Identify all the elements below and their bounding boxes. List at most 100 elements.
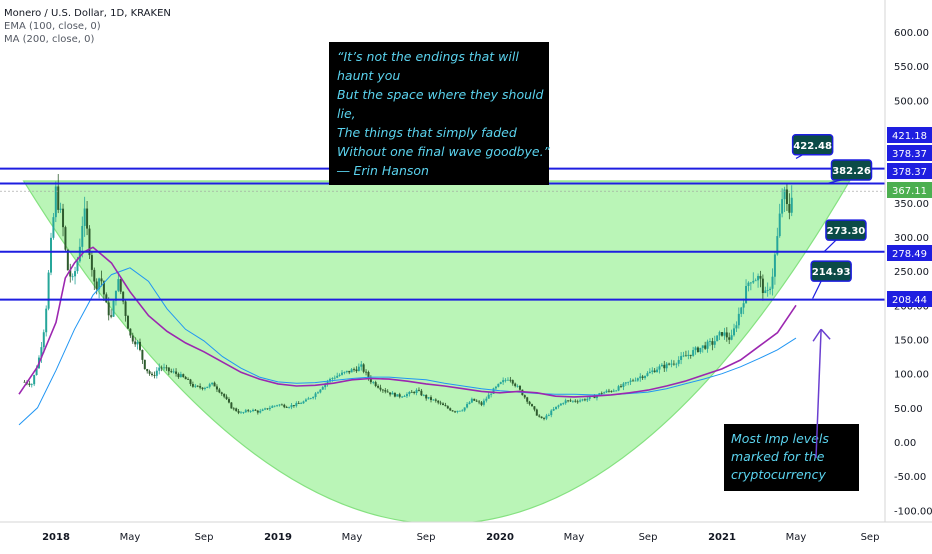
y-tick-label: 300.00 [894, 233, 929, 244]
candle-body [559, 403, 562, 406]
candle-body [653, 370, 656, 373]
candle-body [312, 396, 315, 399]
candle-body [324, 383, 327, 388]
candle-body [754, 280, 757, 282]
candle-body [235, 408, 238, 412]
candle-body [90, 255, 93, 270]
price-tag [887, 182, 932, 198]
candle-body [223, 393, 226, 397]
candle-body [689, 354, 692, 356]
candle-body [516, 386, 519, 387]
candle-body [377, 385, 380, 388]
candle-body [146, 369, 149, 372]
candle-body [451, 410, 454, 412]
candle-body [33, 374, 36, 385]
candle-body [708, 341, 711, 342]
candle-body [605, 390, 608, 393]
candle-body [704, 345, 707, 349]
candle-body [555, 406, 558, 410]
candle-body [622, 383, 625, 387]
price-tag [887, 145, 932, 161]
price-tag [887, 127, 932, 143]
price-tag-label: 367.11 [892, 186, 927, 197]
candle-body [88, 228, 91, 256]
candle-body [333, 377, 336, 379]
candle-body [155, 370, 158, 376]
price-callout[interactable]: 273.30 [823, 219, 867, 253]
candle-body [487, 394, 490, 399]
candle-body [290, 405, 293, 408]
candle-body [45, 308, 48, 333]
candle-body [567, 400, 570, 402]
candle-body [304, 399, 307, 402]
quote-line: But the space where they should [337, 87, 544, 102]
price-tag [887, 163, 932, 179]
quote-line: ― Erin Hanson [336, 163, 429, 178]
candle-body [535, 409, 538, 416]
candle-body [194, 385, 197, 387]
candle-body [189, 379, 192, 385]
candle-body [131, 335, 134, 342]
candle-body [177, 373, 180, 378]
note-line: marked for the [731, 449, 825, 464]
ema-100-line[interactable] [18, 246, 797, 398]
candle-body [759, 275, 762, 279]
candle-body [254, 409, 257, 411]
candle-body [215, 386, 218, 390]
price-callout[interactable]: 382.26 [825, 159, 873, 185]
candle-body [244, 410, 247, 413]
candle-body [562, 403, 565, 404]
candle-body [449, 408, 452, 411]
pointer-arrow [815, 329, 822, 458]
candle-body [93, 269, 96, 282]
candle-body [129, 328, 132, 336]
candle-body [593, 396, 596, 399]
ma-200-line[interactable] [18, 267, 797, 426]
candle-body [607, 390, 610, 392]
candle-body [175, 371, 178, 374]
candle-body [410, 391, 413, 393]
candle-body [740, 307, 743, 314]
candle-body [302, 401, 305, 404]
candle-body [141, 349, 144, 360]
candlestick-series[interactable] [23, 174, 793, 421]
candle-body [713, 341, 716, 345]
candle-body [663, 364, 666, 369]
candle-body [112, 300, 115, 317]
callout-box [830, 159, 873, 181]
candle-body [415, 389, 418, 394]
price-callout[interactable]: 422.48 [791, 134, 834, 159]
candle-body [482, 400, 485, 405]
price-callout[interactable]: 214.93 [810, 260, 852, 299]
pointer-arrow-head [820, 328, 831, 340]
candle-body [716, 335, 719, 342]
candle-body [543, 418, 546, 419]
candle-body [71, 276, 74, 278]
candle-body [434, 399, 437, 401]
candle-body [735, 325, 738, 329]
candle-body [737, 313, 740, 326]
candle-body [336, 375, 339, 378]
candle-body [165, 367, 168, 369]
candle-body [458, 410, 461, 412]
candle-body [151, 373, 154, 375]
y-tick-label: 350.00 [894, 199, 929, 210]
candle-body [379, 387, 382, 390]
candle-body [639, 376, 642, 379]
candle-body [752, 280, 755, 283]
candle-body [208, 384, 211, 387]
candle-body [651, 370, 654, 372]
candle-body [514, 383, 517, 387]
callout-label: 422.48 [793, 141, 832, 152]
candle-body [160, 367, 163, 369]
candle-body [571, 400, 574, 402]
candle-body [191, 384, 194, 387]
candle-body [264, 408, 267, 410]
candle-body [405, 394, 408, 397]
candle-body [658, 366, 661, 370]
candle-body [778, 213, 781, 237]
candle-body [619, 386, 622, 388]
plot-area[interactable] [0, 167, 885, 524]
pointer-arrow-head [812, 328, 822, 342]
